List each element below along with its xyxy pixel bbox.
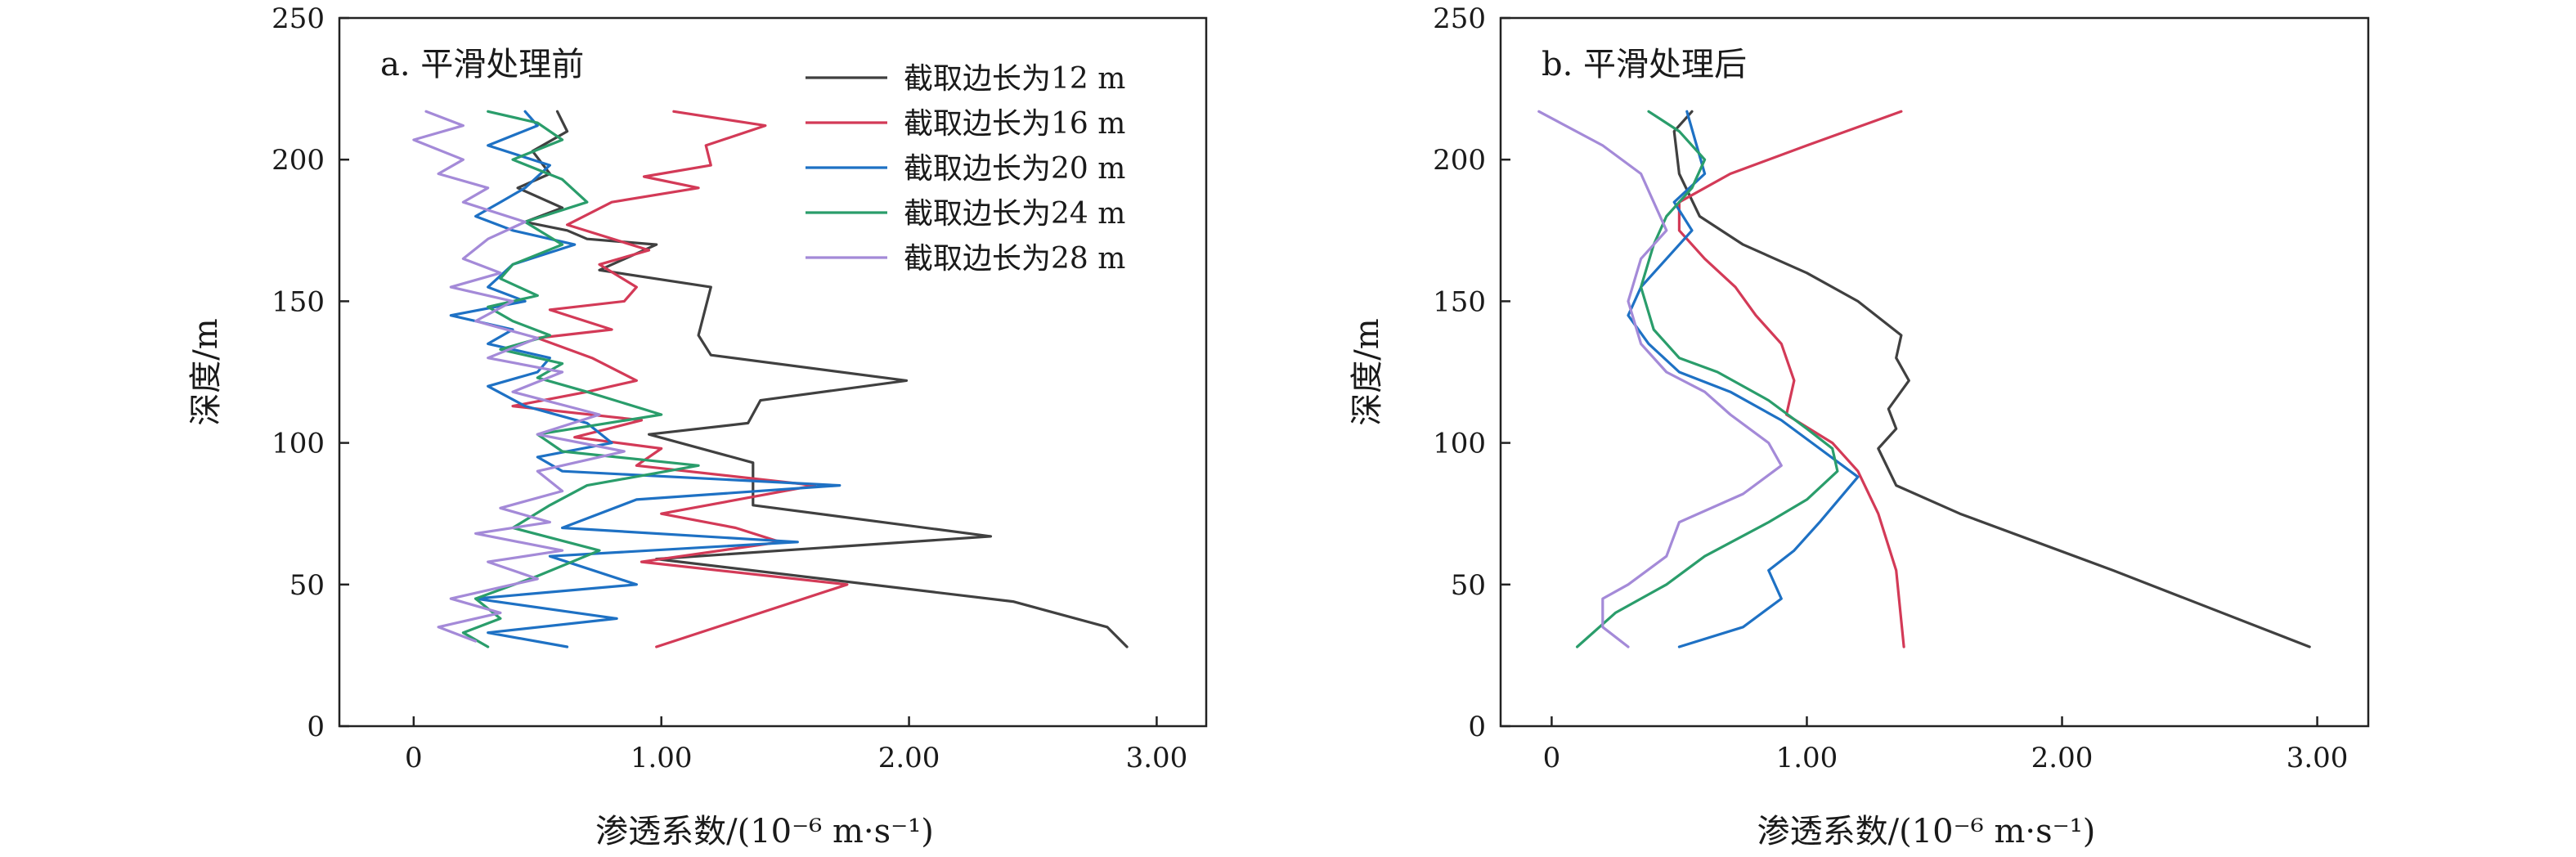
x-tick-label: 2.00	[878, 742, 940, 774]
x-tick-label: 3.00	[1126, 742, 1188, 774]
series-line-5	[1537, 110, 1783, 648]
legend: 截取边长为12 m 截取边长为16 m 截取边长为20 m 截取边长为24 m 截取边长…	[806, 62, 1125, 276]
series-line-1	[516, 110, 1129, 648]
panel-label: b. 平滑处理后	[1542, 46, 1747, 83]
series-line-2	[1677, 110, 1905, 648]
series-line-4	[461, 110, 700, 648]
x-tick-label: 2.00	[2031, 742, 2094, 774]
y-tick-label: 0	[1468, 711, 1486, 743]
y-tick-label: 200	[272, 144, 325, 177]
series-line-3	[449, 110, 841, 648]
legend-label-5: 截取边长为28 m	[904, 242, 1125, 276]
y-tick-label: 50	[289, 569, 325, 602]
y-tick-label: 150	[272, 285, 325, 318]
y-tick-label: 0	[307, 711, 325, 743]
plot-frame	[1499, 16, 2370, 728]
y-tick-label: 150	[1433, 285, 1486, 318]
panel-a: 0 1.00 2.00 3.00 0 50 100 150 200 250 a. 平滑处理前渗透系数…	[187, 2, 1208, 850]
panel-label: a. 平滑处理前	[380, 46, 584, 83]
x-tick-label: 0	[405, 742, 423, 774]
y-axis-label: 深度/m	[1349, 318, 1386, 425]
y-tick-label: 250	[1433, 2, 1486, 35]
panel-b: 0 1.00 2.00 3.00 0 50 100 150 200 250 b. 平滑处理后渗透系数…	[1349, 2, 2370, 850]
legend-label-3: 截取边长为20 m	[904, 152, 1125, 186]
x-tick-label: 0	[1543, 742, 1561, 774]
legend-label-4: 截取边长为24 m	[904, 197, 1125, 231]
plot-frame	[338, 16, 1208, 728]
y-tick-label: 100	[272, 428, 325, 460]
x-axis-label: 渗透系数/(10⁻⁶ m·s⁻¹)	[1757, 813, 2096, 850]
x-axis-label: 渗透系数/(10⁻⁶ m·s⁻¹)	[595, 813, 934, 850]
x-tick-label: 1.00	[1776, 742, 1838, 774]
x-tick-label: 1.00	[631, 742, 693, 774]
y-tick-label: 100	[1433, 428, 1486, 460]
y-tick-label: 50	[1451, 569, 1486, 602]
series-line-4	[1575, 110, 1839, 648]
x-tick-label: 3.00	[2287, 742, 2349, 774]
series-line-3	[1627, 110, 1860, 648]
y-tick-label: 200	[1433, 144, 1486, 177]
series-line-5	[412, 110, 626, 643]
y-axis-label: 深度/m	[187, 318, 225, 425]
series-line-2	[511, 110, 849, 648]
y-tick-label: 250	[272, 2, 325, 35]
legend-label-2: 截取边长为16 m	[904, 107, 1125, 141]
legend-label-1: 截取边长为12 m	[904, 62, 1125, 96]
series-line-1	[1672, 110, 2311, 648]
